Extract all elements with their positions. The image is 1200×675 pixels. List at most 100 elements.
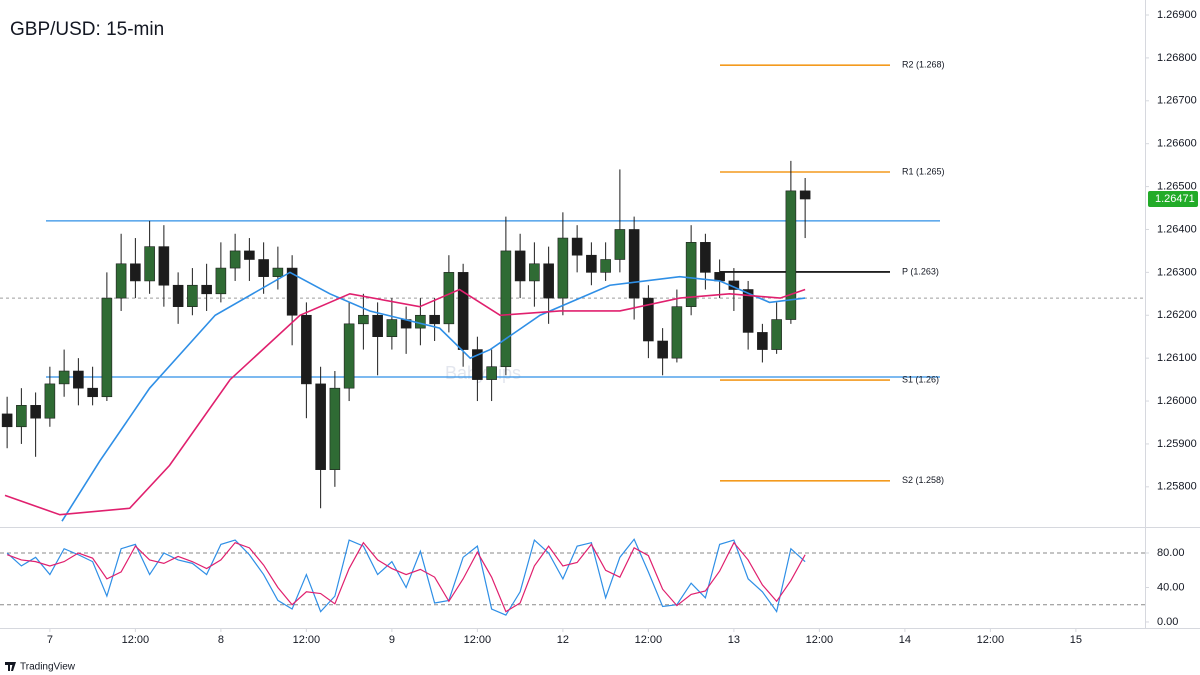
- candle-body: [73, 370, 84, 389]
- x-tick-label: 12:00: [122, 634, 150, 646]
- candle-body: [771, 319, 782, 350]
- brand-logo: [5, 662, 16, 671]
- candle-body: [44, 383, 56, 419]
- candle-body: [101, 297, 113, 398]
- candle-body: [115, 263, 127, 299]
- candle-body: [315, 383, 326, 470]
- candle-body: [486, 366, 497, 380]
- candle-body: [229, 250, 241, 269]
- candle-body: [130, 263, 141, 282]
- candle-body: [685, 242, 697, 307]
- y-tick-label: 1.26700: [1157, 95, 1197, 107]
- y-tick-label: 1.26900: [1157, 9, 1197, 21]
- candle-body: [700, 242, 711, 273]
- y-tick-label: 1.25900: [1157, 438, 1197, 450]
- y-tick-label: 40.00: [1157, 581, 1185, 593]
- candle-body: [757, 332, 768, 350]
- candle-body: [201, 284, 212, 295]
- y-tick-label: 1.25800: [1157, 481, 1197, 493]
- candle-body: [472, 349, 483, 380]
- x-tick-label: 12:00: [635, 634, 663, 646]
- candle-body: [671, 306, 683, 359]
- y-tick-label: 1.26500: [1157, 180, 1197, 192]
- candle-body: [643, 297, 654, 342]
- candle-body: [557, 237, 569, 299]
- candle-body: [415, 314, 426, 329]
- candle-body: [529, 263, 540, 282]
- candle-body: [429, 314, 440, 325]
- candle-body: [286, 267, 298, 316]
- candle-body: [543, 263, 554, 299]
- candle-body: [215, 267, 227, 295]
- moving-average: [61, 271, 806, 522]
- x-tick-label: 15: [1070, 634, 1082, 646]
- x-tick-label: 12:00: [806, 634, 834, 646]
- candle-body: [742, 289, 754, 333]
- candle-body: [628, 229, 640, 299]
- y-tick-label: 80.00: [1157, 547, 1185, 559]
- last-price-label: 1.26471: [1155, 193, 1195, 205]
- x-tick-label: 12:00: [977, 634, 1005, 646]
- pivot-label: P (1.263): [902, 266, 939, 276]
- stochastic-line: [6, 538, 806, 616]
- pivot-label: S1 (1.26): [902, 374, 939, 384]
- candle-body: [799, 190, 811, 200]
- candle-body: [600, 259, 611, 273]
- candle-body: [272, 267, 284, 277]
- candle-body: [144, 246, 155, 282]
- y-tick-label: 1.26300: [1157, 266, 1197, 278]
- candle-body: [586, 254, 597, 273]
- candle-body: [443, 272, 455, 325]
- candle-body: [87, 387, 98, 398]
- candle-body: [258, 259, 269, 277]
- candle-body: [500, 250, 512, 368]
- candle-body: [785, 190, 797, 320]
- x-tick-label: 12: [557, 634, 569, 646]
- pivot-label: R1 (1.265): [902, 166, 945, 176]
- y-tick-label: 1.26100: [1157, 352, 1197, 364]
- moving-average: [4, 288, 806, 516]
- candle-body: [386, 319, 398, 338]
- pivot-label: R2 (1.268): [902, 60, 945, 70]
- candle-body: [187, 284, 198, 307]
- candle-body: [329, 387, 341, 470]
- brand: TradingView: [5, 662, 76, 673]
- x-tick-label: 7: [47, 634, 53, 646]
- stochastic-line: [6, 541, 806, 613]
- x-tick-label: 12:00: [293, 634, 321, 646]
- y-tick-label: 1.26000: [1157, 395, 1197, 407]
- candle-body: [372, 314, 383, 338]
- candle-body: [172, 284, 184, 307]
- y-tick-label: 1.26200: [1157, 309, 1197, 321]
- candle-body: [158, 246, 170, 286]
- candle-body: [16, 405, 27, 428]
- candle-body: [457, 272, 469, 350]
- candle-body: [514, 250, 526, 282]
- candle-body: [58, 370, 70, 385]
- candle-body: [343, 323, 355, 389]
- brand-name: TradingView: [20, 662, 76, 673]
- candle-body: [244, 250, 255, 260]
- watermark: BabyPips: [445, 363, 521, 383]
- pivot-label: S2 (1.258): [902, 475, 944, 485]
- y-tick-label: 1.26800: [1157, 52, 1197, 64]
- candle-body: [614, 229, 626, 260]
- candle-body: [571, 237, 583, 256]
- chart-title: GBP/USD: 15-min: [10, 19, 164, 40]
- x-tick-label: 14: [899, 634, 911, 646]
- x-tick-label: 12:00: [464, 634, 492, 646]
- x-tick-label: 8: [218, 634, 224, 646]
- candle-body: [301, 314, 312, 385]
- x-tick-label: 9: [389, 634, 395, 646]
- y-tick-label: 0.00: [1157, 616, 1178, 628]
- x-tick-label: 13: [728, 634, 740, 646]
- candle-body: [358, 314, 369, 325]
- candle-body: [714, 272, 725, 282]
- last-price-box: [1148, 191, 1198, 208]
- candle-body: [30, 405, 41, 419]
- candle-body: [1, 413, 13, 428]
- candle-body: [657, 340, 668, 359]
- y-tick-label: 1.26400: [1157, 223, 1197, 235]
